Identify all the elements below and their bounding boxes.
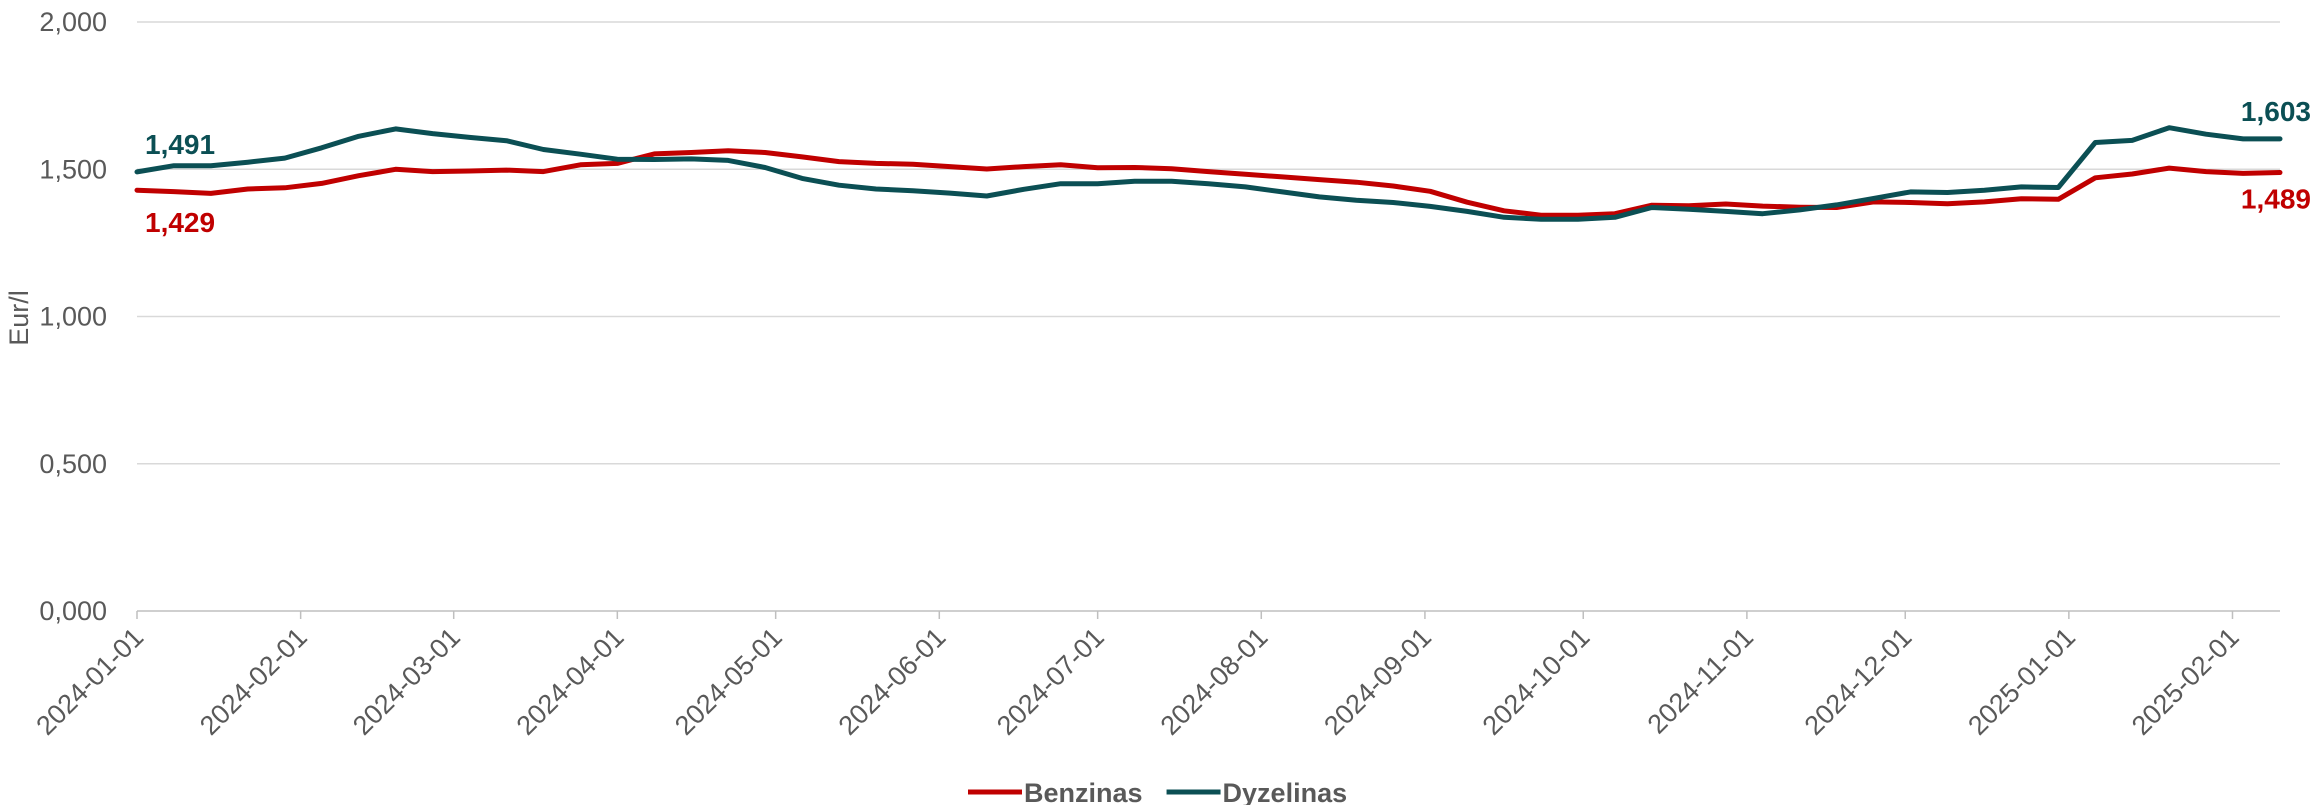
- data-label: 1,429: [145, 207, 215, 238]
- y-axis-label: Eur/l: [4, 290, 34, 346]
- x-tick-label: 2025-01-01: [1962, 622, 2081, 741]
- y-axis-ticks: 0,000 0,500 1,000 1,500 2,000: [39, 7, 107, 626]
- data-label: 1,603: [2241, 96, 2311, 127]
- x-tick-label: 2024-11-01: [1642, 622, 1759, 739]
- data-labels: 1,429 1,491 1,489 1,603: [145, 96, 2311, 238]
- legend-label-dyzelinas: Dyzelinas: [1223, 778, 1348, 805]
- x-tick-label: 2024-08-01: [1155, 622, 1274, 741]
- y-tick-label: 2,000: [39, 7, 107, 37]
- y-tick-label: 0,500: [39, 449, 107, 479]
- y-tick-label: 1,000: [39, 302, 107, 332]
- data-label: 1,489: [2241, 183, 2311, 214]
- series-line-benzinas: [134, 148, 2283, 218]
- legend: Benzinas Dyzelinas: [968, 778, 1347, 805]
- x-tick-label: 2024-02-01: [194, 622, 313, 741]
- x-tick-label: 2024-10-01: [1477, 622, 1596, 741]
- x-tick-label: 2024-05-01: [669, 622, 788, 741]
- x-tick-label: 2025-02-01: [2126, 622, 2245, 741]
- data-label: 1,491: [145, 129, 215, 160]
- x-tick-label: 2024-06-01: [833, 622, 952, 741]
- x-tick-label: 2024-09-01: [1318, 622, 1437, 741]
- legend-label-benzinas: Benzinas: [1024, 778, 1143, 805]
- x-tick-label: 2024-03-01: [347, 622, 466, 741]
- x-tick-label: 2024-04-01: [511, 622, 630, 741]
- x-tick-label: 2024-07-01: [991, 622, 1110, 741]
- series-lines: [134, 125, 2283, 222]
- x-tick-label: 2024-12-01: [1799, 622, 1918, 741]
- x-tick-label: 2024-01-01: [30, 622, 149, 741]
- y-tick-label: 0,000: [39, 596, 107, 626]
- gridlines: [137, 21, 2280, 465]
- y-tick-label: 1,500: [39, 154, 107, 184]
- x-axis: 2024-01-01 2024-02-01 2024-03-01 2024-04-01…: [30, 610, 2280, 741]
- series-line-dyzelinas: [134, 125, 2283, 222]
